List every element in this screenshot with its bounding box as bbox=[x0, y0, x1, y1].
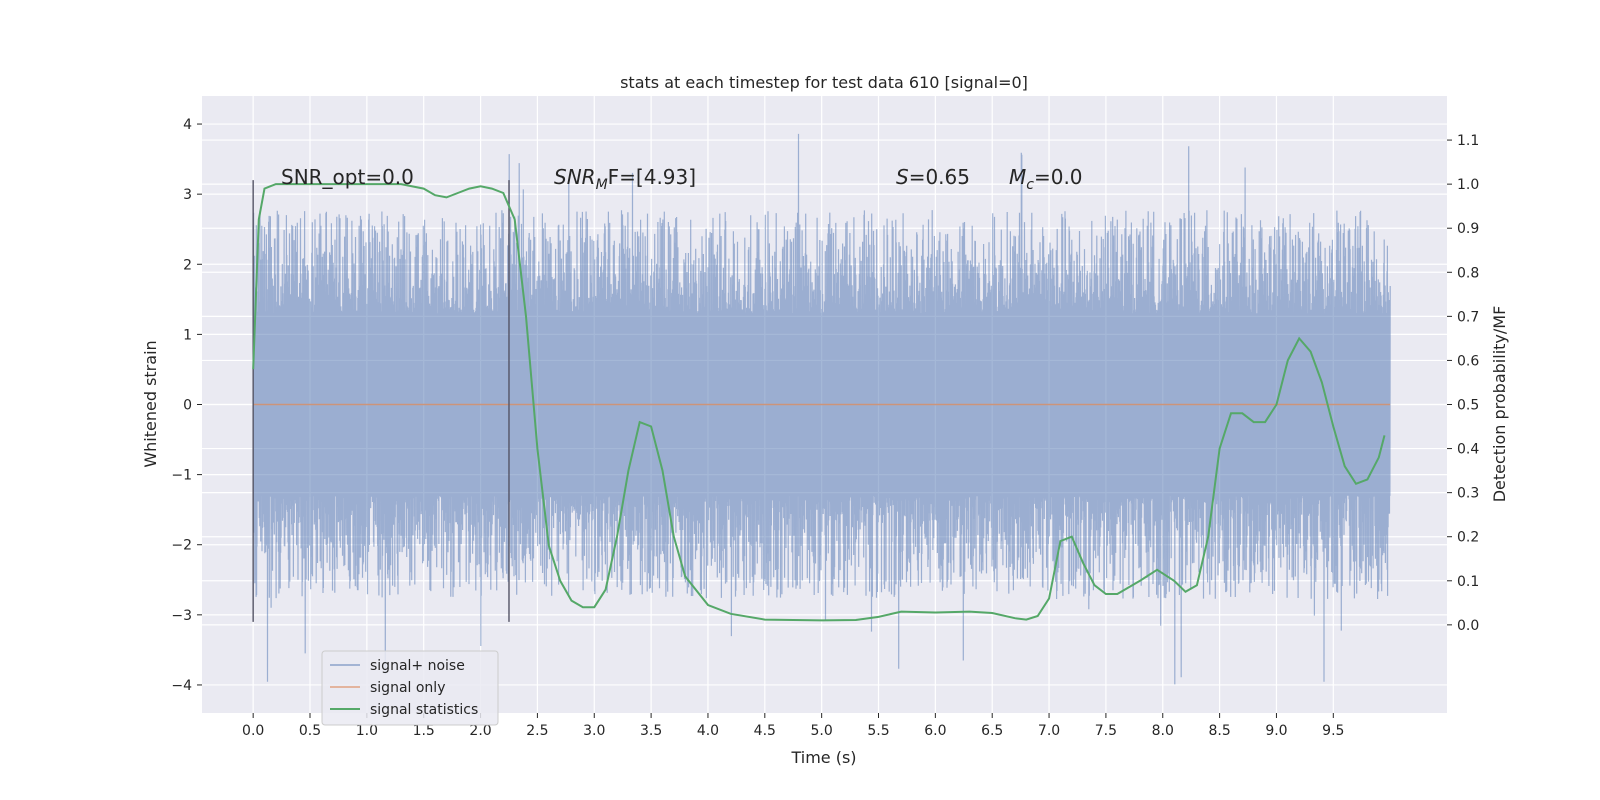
y2-tick-label-0: 0.0 bbox=[1457, 618, 1479, 634]
y-tick-label-6: 2 bbox=[183, 257, 192, 273]
y2-tick-label-1: 0.1 bbox=[1457, 574, 1479, 590]
y2-tick-label-3: 0.3 bbox=[1457, 486, 1479, 502]
y-tick-label-7: 3 bbox=[183, 187, 192, 203]
x-tick-label-17: 8.5 bbox=[1208, 723, 1230, 739]
snr-mf-subscript: M bbox=[596, 177, 608, 193]
x-tick-label-4: 2.0 bbox=[469, 723, 491, 739]
y2-tick-label-11: 1.1 bbox=[1457, 133, 1479, 149]
annotation-snr-mf: SNRMF=[4.93] bbox=[554, 165, 696, 193]
x-tick-label-3: 1.5 bbox=[413, 723, 435, 739]
annotation-mc: Mc=0.0 bbox=[1009, 165, 1083, 193]
y-tick-label-0: −4 bbox=[171, 678, 192, 694]
x-tick-label-11: 5.5 bbox=[867, 723, 889, 739]
legend-label-signal-statistics: signal statistics bbox=[370, 702, 478, 718]
annotation-s: S=0.65 bbox=[896, 165, 970, 189]
snr-mf-value: F=[4.93] bbox=[608, 165, 696, 189]
y2-tick-label-5: 0.5 bbox=[1457, 398, 1479, 414]
y-tick-label-1: −3 bbox=[171, 608, 192, 624]
x-tick-label-10: 5.0 bbox=[811, 723, 833, 739]
legend-label-signal-noise: signal+ noise bbox=[370, 658, 465, 674]
y-tick-label-8: 4 bbox=[183, 117, 192, 133]
x-tick-label-8: 4.0 bbox=[697, 723, 719, 739]
y2-tick-label-7: 0.7 bbox=[1457, 309, 1479, 325]
mc-value: =0.0 bbox=[1034, 165, 1083, 189]
mc-subscript: c bbox=[1026, 177, 1034, 193]
x-tick-label-18: 9.0 bbox=[1265, 723, 1287, 739]
data-layer bbox=[252, 133, 1391, 685]
y-tick-label-3: −1 bbox=[171, 468, 192, 484]
y2-axis-ticks: 0.0 0.1 0.2 0.3 0.4 0.5 0.6 0.7 0.8 0.9 1.0 1.1 bbox=[1447, 133, 1479, 634]
series-signal-noise-line bbox=[252, 133, 1391, 685]
y2-tick-label-4: 0.4 bbox=[1457, 442, 1479, 458]
annotation-snr-opt: SNR_opt=0.0 bbox=[281, 165, 414, 189]
x-axis-ticks: 0.0 0.5 1.0 1.5 2.0 2.5 3.0 3.5 4.0 4.5 5.0 5.5 6.0 6… bbox=[242, 713, 1344, 739]
x-tick-label-7: 3.5 bbox=[640, 723, 662, 739]
y2-tick-label-10: 1.0 bbox=[1457, 177, 1479, 193]
x-tick-label-5: 2.5 bbox=[526, 723, 548, 739]
legend-box bbox=[321, 650, 499, 726]
chart-title: stats at each timestep for test data 610… bbox=[620, 73, 1028, 92]
y-tick-label-4: 0 bbox=[183, 398, 192, 414]
x-tick-label-16: 8.0 bbox=[1152, 723, 1174, 739]
y2-axis-label: Detection probability/MF bbox=[1490, 306, 1509, 503]
x-tick-label-2: 1.0 bbox=[356, 723, 378, 739]
y2-tick-label-2: 0.2 bbox=[1457, 530, 1479, 546]
x-tick-label-15: 7.5 bbox=[1095, 723, 1117, 739]
legend: signal+ noise signal only signal statist… bbox=[321, 650, 499, 726]
y2-tick-label-6: 0.6 bbox=[1457, 353, 1479, 369]
y2-tick-label-9: 0.9 bbox=[1457, 221, 1479, 237]
x-tick-label-12: 6.0 bbox=[924, 723, 946, 739]
x-tick-label-0: 0.0 bbox=[242, 723, 264, 739]
x-axis-label: Time (s) bbox=[790, 748, 856, 767]
x-tick-label-6: 3.0 bbox=[583, 723, 605, 739]
x-tick-label-9: 4.5 bbox=[754, 723, 776, 739]
x-tick-label-14: 7.0 bbox=[1038, 723, 1060, 739]
x-tick-label-13: 6.5 bbox=[981, 723, 1003, 739]
y-axis-label: Whitened strain bbox=[141, 340, 160, 467]
series-signal-statistics-line bbox=[252, 183, 1386, 622]
mc-symbol: M bbox=[1009, 165, 1026, 189]
x-tick-label-19: 9.5 bbox=[1322, 723, 1344, 739]
s-value: =0.65 bbox=[909, 165, 970, 189]
y-tick-label-5: 1 bbox=[183, 327, 192, 343]
y-tick-label-2: −2 bbox=[171, 538, 192, 554]
y2-tick-label-8: 0.8 bbox=[1457, 265, 1479, 281]
y-axis-ticks: −4 −3 −2 −1 0 1 2 3 4 bbox=[171, 117, 202, 694]
snr-mf-symbol: SNR bbox=[554, 165, 596, 189]
legend-label-signal-only: signal only bbox=[370, 680, 445, 696]
s-symbol: S bbox=[896, 165, 909, 189]
x-tick-label-1: 0.5 bbox=[299, 723, 321, 739]
vertical-markers bbox=[252, 180, 510, 622]
